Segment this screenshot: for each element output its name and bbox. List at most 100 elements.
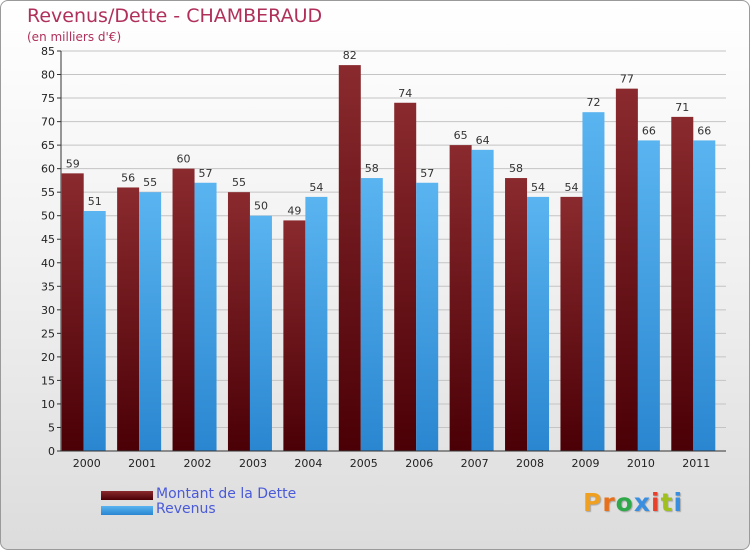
legend-swatch-debt	[101, 491, 153, 500]
x-tick-label: 2001	[128, 457, 156, 470]
y-tick-label: 50	[41, 210, 55, 223]
y-tick-label: 65	[41, 139, 55, 152]
logo-letter: x	[633, 488, 651, 517]
logo-letter: P	[583, 488, 603, 517]
data-label-debt: 58	[509, 162, 523, 175]
x-tick-label: 2003	[239, 457, 267, 470]
bar-debt	[117, 187, 140, 451]
y-tick-label: 60	[41, 163, 55, 176]
bar-debt	[394, 102, 417, 451]
x-tick-label: 2007	[461, 457, 489, 470]
logo-letter: r	[602, 488, 616, 517]
data-label-debt: 55	[232, 176, 246, 189]
data-label-revenue: 57	[420, 167, 434, 180]
x-tick-label: 2004	[294, 457, 322, 470]
data-label-debt: 74	[398, 87, 412, 100]
bar-debt	[671, 116, 694, 451]
bar-revenue	[305, 196, 328, 451]
y-tick-label: 45	[41, 233, 55, 246]
y-axis-ticks: 0 5 10 15 20 25 30 35 40 45 50 55 60 65 70 75 80 85	[41, 45, 61, 458]
bar-debt	[560, 196, 583, 451]
bar-debt	[172, 168, 195, 451]
data-label-revenue: 72	[586, 96, 600, 109]
legend-label-debt: Montant de la Dette	[156, 486, 297, 502]
data-label-debt: 56	[121, 171, 135, 184]
bar-revenue	[471, 149, 494, 451]
bar-debt	[227, 192, 250, 452]
data-label-revenue: 66	[697, 124, 711, 137]
logo-letter: t	[660, 488, 674, 517]
y-tick-label: 10	[41, 398, 55, 411]
y-tick-label: 20	[41, 351, 55, 364]
x-tick-label: 2005	[350, 457, 378, 470]
grid-lines	[61, 50, 726, 452]
y-tick-label: 85	[41, 45, 55, 58]
x-tick-label: 2011	[682, 457, 710, 470]
y-tick-label: 25	[41, 327, 55, 340]
bar-revenue	[416, 182, 439, 451]
legend-label-revenue: Revenus	[156, 501, 216, 517]
bar-revenue	[637, 140, 660, 452]
x-tick-label: 2000	[73, 457, 101, 470]
proxiti-logo: Proxiti	[583, 488, 683, 517]
bar-revenue	[360, 178, 383, 451]
bar-revenue	[693, 140, 716, 452]
y-tick-label: 55	[41, 186, 55, 199]
data-label-debt: 82	[343, 49, 357, 62]
y-tick-label: 80	[41, 69, 55, 82]
data-label-revenue: 58	[365, 162, 379, 175]
bar-debt	[61, 173, 84, 451]
bar-revenue	[83, 211, 106, 451]
bar-revenue	[194, 182, 217, 451]
data-label-debt: 54	[564, 181, 578, 194]
chart-subtitle: (en milliers d'€)	[27, 30, 122, 44]
x-axis-ticks: 2000 2001 2002 2003 2004 2005 2006 2007 2008 2009…	[73, 457, 711, 470]
bar-revenue	[527, 196, 550, 451]
bar-revenue	[582, 112, 605, 452]
data-label-debt: 60	[177, 153, 191, 166]
bar-debt	[338, 65, 361, 451]
data-label-debt: 59	[66, 157, 80, 170]
data-label-revenue: 55	[143, 176, 157, 189]
x-tick-label: 2002	[184, 457, 212, 470]
bar-debt	[505, 178, 528, 451]
y-tick-label: 15	[41, 374, 55, 387]
logo-letter: i	[673, 488, 684, 517]
bar-revenue	[249, 215, 272, 451]
data-label-revenue: 64	[476, 134, 490, 147]
data-label-revenue: 57	[199, 167, 213, 180]
y-tick-label: 35	[41, 280, 55, 293]
y-tick-label: 30	[41, 304, 55, 317]
logo-letter: i	[651, 488, 661, 517]
bar-revenue	[139, 192, 162, 452]
bar-debt	[615, 88, 638, 451]
bar-debt	[449, 145, 472, 451]
x-tick-label: 2008	[516, 457, 544, 470]
y-tick-label: 70	[41, 116, 55, 129]
logo-letter: o	[615, 488, 634, 517]
y-tick-label: 0	[48, 445, 55, 458]
data-label-revenue: 54	[309, 181, 323, 194]
y-tick-label: 40	[41, 257, 55, 270]
x-tick-label: 2006	[405, 457, 433, 470]
data-label-revenue: 66	[642, 124, 656, 137]
x-tick-label: 2009	[571, 457, 599, 470]
x-tick-label: 2010	[627, 457, 655, 470]
data-labels: 59 51 56 55 60 57 55 50 49 54 82 58 74 57 65 64 58 54 54 72…	[66, 49, 712, 217]
axes	[60, 51, 726, 452]
data-label-debt: 77	[620, 73, 634, 86]
data-label-revenue: 54	[531, 181, 545, 194]
data-label-revenue: 50	[254, 200, 268, 213]
y-tick-label: 5	[48, 421, 55, 434]
data-label-debt: 71	[675, 101, 689, 114]
y-tick-label: 75	[41, 92, 55, 105]
data-label-revenue: 51	[88, 195, 102, 208]
bars-group	[61, 65, 716, 452]
data-label-debt: 49	[287, 204, 301, 217]
legend-swatch-revenue	[101, 506, 153, 515]
chart-title: Revenus/Dette - CHAMBERAUD	[27, 5, 323, 27]
bar-debt	[283, 220, 306, 451]
data-label-debt: 65	[454, 129, 468, 142]
